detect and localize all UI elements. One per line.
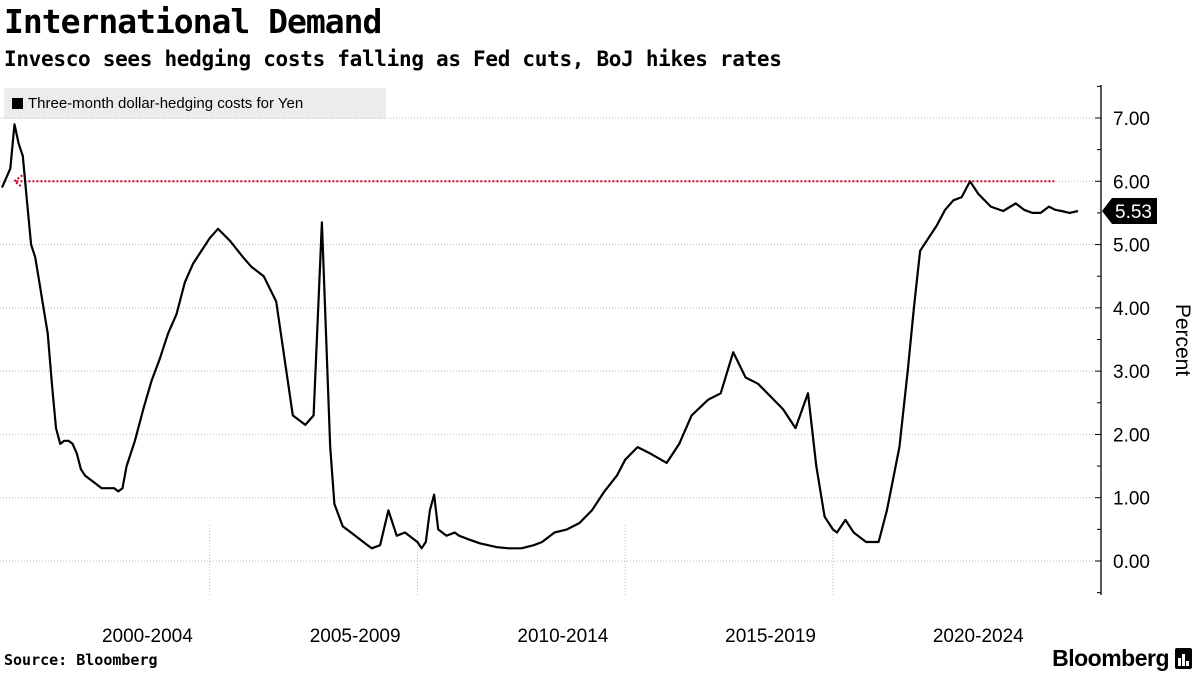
last-value-marker (1102, 198, 1157, 225)
last-value-callout: 5.53 (1102, 198, 1157, 225)
grid-layer (0, 117, 1100, 562)
bloomberg-chart-icon (1175, 648, 1192, 669)
x-grid-layer (209, 525, 834, 595)
source-note: Source: Bloomberg (4, 651, 158, 669)
y-tick-label: 2.00 (1113, 425, 1150, 446)
y-tick-label: 5.00 (1113, 236, 1150, 257)
reference-layer (12, 174, 1056, 189)
y-tick-label: 1.00 (1113, 489, 1150, 510)
y-axis-label: Percent (1171, 304, 1194, 377)
legend-label: Three-month dollar-hedging costs for Yen (28, 95, 304, 112)
x-tick-label: 2000-2004 (102, 626, 193, 647)
x-tick-label: 2015-2019 (725, 626, 816, 647)
reference-arrowhead (12, 174, 23, 189)
legend-swatch (12, 98, 23, 109)
y-tick-label: 4.00 (1113, 299, 1150, 320)
chart-subtitle: Invesco sees hedging costs falling as Fe… (4, 47, 782, 71)
x-tick-label: 2020-2024 (933, 626, 1024, 647)
last-value-label: 5.53 (1115, 202, 1152, 223)
chart-title: International Demand (4, 2, 382, 41)
y-tick-label: 7.00 (1113, 109, 1150, 130)
y-tick-label: 3.00 (1113, 362, 1150, 383)
series-line-yen-hedging-cost (0, 123, 1079, 550)
legend: Three-month dollar-hedging costs for Yen (4, 88, 386, 119)
x-tick-label: 2010-2014 (517, 626, 608, 647)
x-axis-labels: 2000-2004 2005-2009 2010-2014 2015-2019 2020… (102, 626, 1024, 647)
y-tick-label: 0.00 (1113, 552, 1150, 573)
y-tick-label: 6.00 (1113, 172, 1150, 193)
brand-logo: Bloomberg (1052, 645, 1192, 672)
brand-name: Bloomberg (1052, 645, 1169, 671)
y-axis: 0.00 1.00 2.00 3.00 4.00 5.00 6.00 7.00 (1095, 85, 1150, 595)
x-tick-label: 2005-2009 (310, 626, 401, 647)
